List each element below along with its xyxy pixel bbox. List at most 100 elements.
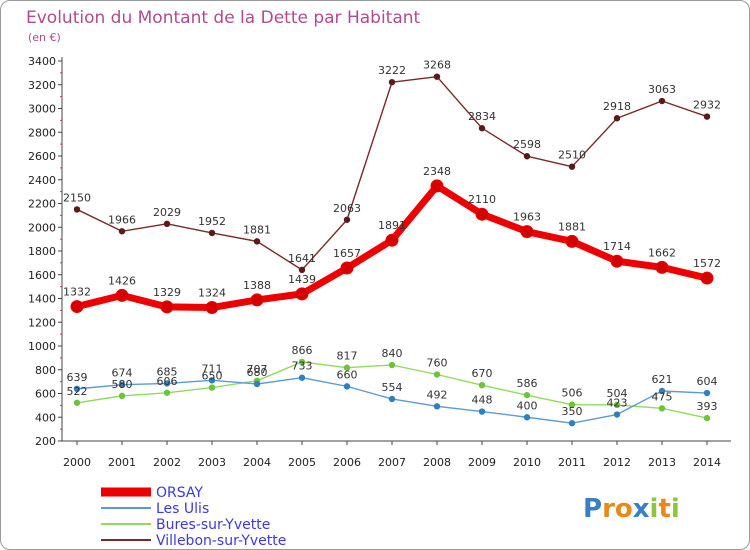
logo-letter: o (615, 494, 633, 524)
data-point (343, 383, 351, 390)
data-label: 685 (157, 365, 178, 378)
data-label: 670 (472, 367, 493, 380)
chart-subtitle: (en €) (28, 31, 61, 44)
data-label: 2598 (513, 138, 541, 151)
data-point (388, 395, 396, 403)
y-tick-label: 2600 (28, 150, 56, 163)
data-label: 711 (202, 362, 223, 375)
data-point (610, 254, 624, 268)
data-labels-layer: 2150 1966 2029 1952 1881 1641 2063 3222 3268 2834… (63, 59, 721, 419)
data-label: 606 (157, 375, 178, 388)
x-tick-label: 2007 (378, 456, 406, 469)
y-tick-label: 3200 (28, 79, 56, 92)
y-tick-label: 2000 (28, 221, 56, 234)
series-villebon-sur-yvette (73, 73, 711, 274)
axes: 200 400 600 800 1000 1200 1400 1600 1800 2000 2200… (28, 55, 731, 469)
proxiti-logo: Proxiti (583, 494, 680, 524)
data-point (478, 381, 486, 389)
data-label: 604 (697, 375, 718, 388)
data-label: 2510 (558, 149, 586, 162)
data-point (205, 301, 219, 315)
data-label: 580 (112, 378, 133, 391)
data-label: 504 (607, 387, 628, 400)
logo-letter: i (650, 494, 659, 524)
data-point (73, 385, 81, 393)
data-label: 586 (517, 377, 538, 390)
series-les-ulis (73, 374, 711, 427)
data-point (658, 387, 666, 395)
data-label: 448 (472, 394, 493, 407)
x-tick-label: 2010 (513, 456, 541, 469)
data-point (385, 233, 399, 247)
data-point (163, 380, 171, 387)
data-point (115, 288, 129, 302)
data-point (250, 293, 264, 307)
data-label: 707 (247, 363, 268, 376)
x-tick-label: 2014 (693, 456, 721, 469)
data-point (433, 403, 441, 410)
y-tick-label: 3000 (28, 103, 56, 116)
data-label: 423 (607, 397, 628, 410)
data-point (298, 358, 306, 366)
data-point (658, 405, 666, 412)
data-label: 2918 (603, 100, 631, 113)
data-label: 680 (247, 366, 268, 379)
logo-letter: x (633, 494, 650, 524)
data-label: 1891 (378, 219, 406, 232)
data-point (568, 419, 576, 427)
legend-label: ORSAY (156, 485, 203, 501)
x-tick-label: 2001 (108, 456, 136, 469)
data-point (433, 73, 441, 80)
data-point (703, 113, 711, 120)
data-point (208, 229, 216, 237)
y-tick-label: 200 (35, 435, 56, 448)
data-point (475, 207, 489, 221)
data-label: 350 (562, 405, 583, 418)
data-label: 660 (337, 368, 358, 381)
data-label: 2150 (63, 191, 91, 204)
data-point (118, 381, 126, 388)
data-label: 506 (562, 387, 583, 400)
data-label: 1439 (288, 273, 316, 286)
data-label: 1324 (198, 287, 226, 300)
data-label: 393 (697, 400, 718, 413)
data-point (703, 414, 711, 422)
data-point (253, 238, 261, 245)
data-point (340, 261, 354, 275)
data-label: 522 (67, 385, 88, 398)
data-point (430, 179, 444, 193)
legend-label: Les Ulis (156, 501, 209, 517)
data-point (658, 97, 666, 105)
x-tick-label: 2004 (243, 456, 271, 469)
data-label: 3063 (648, 83, 676, 96)
data-point (343, 216, 351, 223)
data-point (478, 125, 486, 132)
y-tick-label: 600 (35, 388, 56, 401)
data-label: 554 (382, 381, 403, 394)
data-point (70, 300, 84, 314)
y-tick-label: 2800 (28, 126, 56, 139)
data-label: 1572 (693, 257, 721, 270)
data-point (163, 389, 171, 396)
data-point (520, 225, 534, 239)
chart-title: Evolution du Montant de la Dette par Hab… (26, 8, 421, 28)
data-point (118, 228, 126, 235)
data-label: 1963 (513, 211, 541, 224)
data-point (523, 391, 531, 399)
x-tick-label: 2012 (603, 456, 631, 469)
y-tick-label: 400 (35, 411, 56, 424)
logo-text: Proxiti (583, 494, 680, 524)
logo-letter: r (602, 494, 615, 524)
data-point (655, 260, 669, 274)
data-label: 733 (292, 360, 313, 373)
data-point (613, 401, 621, 409)
x-tick-label: 2003 (198, 456, 226, 469)
y-tick-label: 800 (35, 364, 56, 377)
data-label: 1426 (108, 274, 136, 287)
data-point (523, 414, 531, 421)
data-label: 2029 (153, 206, 181, 219)
data-point (343, 364, 351, 371)
data-label: 1714 (603, 240, 631, 253)
x-tick-label: 2005 (288, 456, 316, 469)
